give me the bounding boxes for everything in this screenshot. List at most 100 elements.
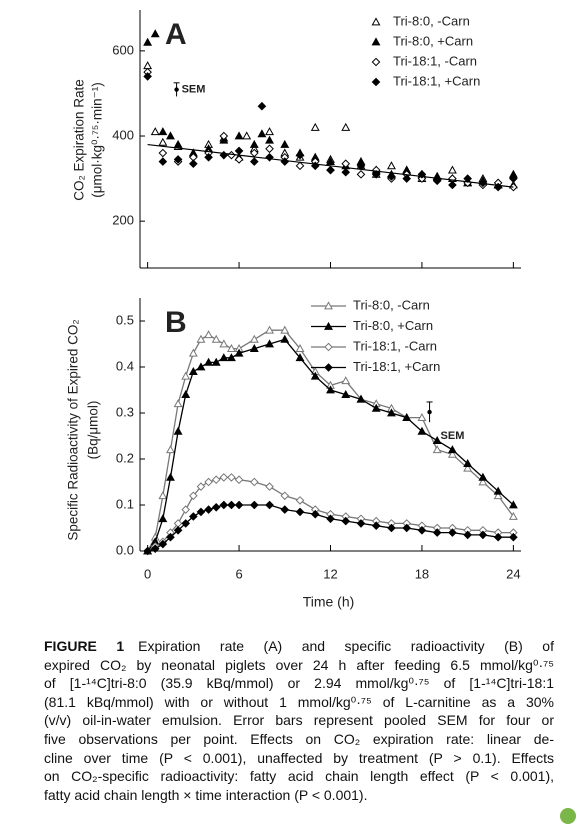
marker <box>158 127 168 136</box>
panel-label: A <box>165 18 187 51</box>
marker <box>265 144 274 154</box>
marker <box>196 482 206 491</box>
marker <box>432 445 442 454</box>
caption-line: (v/v) oil-in-water emulsion. Error bars … <box>44 712 554 729</box>
y-tick-label: 0.4 <box>116 358 134 373</box>
marker <box>295 343 305 352</box>
marker <box>402 174 412 183</box>
marker <box>387 161 396 170</box>
y-tick-label: 0.1 <box>116 496 134 511</box>
marker <box>356 394 366 403</box>
marker <box>173 399 183 408</box>
marker <box>371 37 381 46</box>
marker <box>324 342 333 352</box>
marker <box>219 339 229 348</box>
marker <box>295 161 305 171</box>
marker <box>280 334 290 343</box>
marker <box>188 348 198 357</box>
figure: 200 400 600 CO₂ Expiration Rate (μmol·kg⁰·⁷⁵… <box>66 10 521 610</box>
marker <box>265 127 274 136</box>
marker <box>509 174 518 183</box>
marker <box>166 445 175 454</box>
marker <box>326 514 335 524</box>
marker <box>196 362 206 371</box>
marker <box>295 507 305 517</box>
marker <box>211 357 221 366</box>
caption-line: fatty acid chain length × time interacti… <box>44 786 368 803</box>
caption-line: expired CO₂ by neonatal piglets over 24 … <box>44 656 554 673</box>
marker <box>432 528 442 537</box>
sem-label: SEM <box>441 430 465 442</box>
caption: FIGURE 1 Expiration rate (A) and specific… <box>44 637 554 804</box>
caption-text: Expiration rate (A) and specific radioac… <box>138 638 554 654</box>
caption-line: cline over time (P < 0.001), unaffected … <box>44 749 554 766</box>
marker <box>226 353 236 362</box>
legend-label: Tri-8:0, -Carn <box>393 13 470 28</box>
marker <box>371 77 381 87</box>
marker <box>158 137 168 146</box>
marker <box>493 532 503 542</box>
marker <box>265 339 274 348</box>
marker <box>173 139 183 148</box>
marker <box>234 348 244 357</box>
marker <box>219 353 229 362</box>
sem-label: SEM <box>182 84 206 96</box>
x-axis-label: Time (h) <box>303 594 355 610</box>
marker <box>204 357 214 366</box>
marker <box>326 165 335 175</box>
marker <box>402 523 412 533</box>
legend-label: Tri-18:1, -Carn <box>353 338 437 353</box>
marker <box>242 131 252 140</box>
x-tick-label: 24 <box>506 566 520 581</box>
marker <box>249 477 259 487</box>
marker <box>341 167 351 177</box>
marker <box>188 366 198 375</box>
marker <box>211 334 221 343</box>
legend-label: Tri-18:1, -Carn <box>393 53 477 68</box>
marker <box>280 505 290 514</box>
marker <box>249 343 259 352</box>
marker <box>196 334 206 343</box>
y-axis-label: (μmol·kg⁰·⁷⁵·min⁻¹) <box>90 82 105 198</box>
marker <box>265 325 274 334</box>
caption-line: FIGURE 1 Expiration rate (A) and specific… <box>44 637 554 656</box>
marker <box>356 170 366 179</box>
logo-icon <box>560 808 576 824</box>
marker <box>341 516 351 526</box>
x-tick-label: 12 <box>323 566 337 581</box>
marker <box>257 101 267 111</box>
marker <box>508 500 518 509</box>
marker <box>478 472 488 481</box>
y-tick-label: 0.0 <box>116 542 134 557</box>
marker <box>227 500 236 510</box>
y-tick-label: 400 <box>112 127 134 142</box>
marker <box>295 353 305 362</box>
marker <box>265 482 274 491</box>
marker <box>150 29 160 38</box>
marker <box>324 321 333 330</box>
y-tick-label: 600 <box>112 42 134 57</box>
marker <box>143 546 152 556</box>
marker <box>181 505 191 514</box>
marker <box>478 178 488 188</box>
marker <box>219 473 229 482</box>
marker <box>143 37 153 46</box>
marker <box>219 500 229 510</box>
marker <box>387 172 396 181</box>
marker <box>371 521 381 531</box>
marker <box>371 403 381 412</box>
marker <box>326 156 335 165</box>
y-axis-label: (Bq/μmol) <box>86 401 101 460</box>
marker <box>447 449 457 458</box>
marker <box>280 139 290 148</box>
marker <box>417 525 427 535</box>
marker <box>265 135 274 144</box>
marker <box>143 72 152 81</box>
marker <box>249 157 259 166</box>
x-tick-label: 0 <box>144 566 151 581</box>
panel-label: B <box>165 306 187 339</box>
marker <box>387 408 396 417</box>
legend-label: Tri-8:0, -Carn <box>353 297 430 312</box>
marker <box>173 525 183 535</box>
caption-line: of [1-¹⁴C]tri-8:0 (35.9 kBq/mmol) or 2.9… <box>44 675 554 692</box>
